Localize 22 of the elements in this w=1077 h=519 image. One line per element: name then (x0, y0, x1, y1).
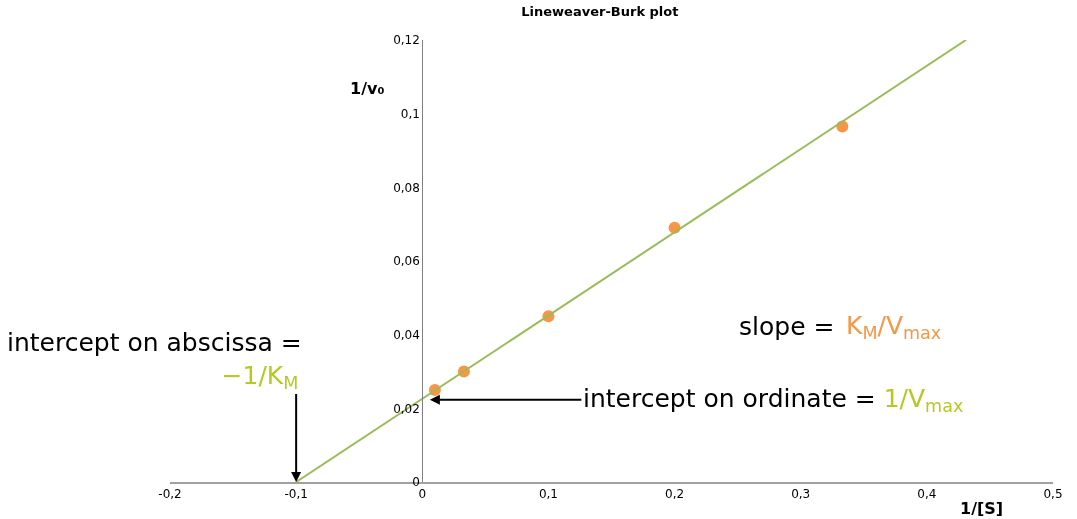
y-tick-label: 0,04 (393, 327, 420, 342)
annotation: −1/K$_{M}$ (221, 360, 299, 393)
y-tick-label: 0,06 (393, 254, 420, 269)
x-tick-label: 0,1 (538, 487, 558, 502)
chart-title: Lineweaver-Burk plot (521, 4, 679, 20)
y-tick-label: 0,08 (393, 180, 420, 195)
x-tick-label: -0,2 (158, 487, 182, 502)
y-axis-title: 1/v₀ (350, 79, 385, 98)
annotation: intercept on abscissa = (7, 328, 302, 357)
annotation: slope = (739, 312, 843, 341)
x-tick-label: 0,2 (665, 487, 685, 502)
x-tick-label: 0,3 (791, 487, 811, 502)
annotation: intercept on ordinate = (583, 384, 876, 413)
x-axis-title: 1/[S] (960, 499, 1004, 518)
annotation: K$_{M}$/V$_{max}$ (846, 311, 942, 344)
y-tick-label: 0,12 (393, 33, 420, 48)
annotation: 1/V$_{max}$ (883, 384, 964, 417)
y-tick-label: 0,1 (400, 106, 420, 121)
x-tick-label: 0,4 (917, 487, 937, 502)
x-tick-label: 0,5 (1043, 487, 1063, 502)
y-tick-label: 0 (412, 475, 420, 490)
x-tick-label: -0,1 (284, 487, 308, 502)
